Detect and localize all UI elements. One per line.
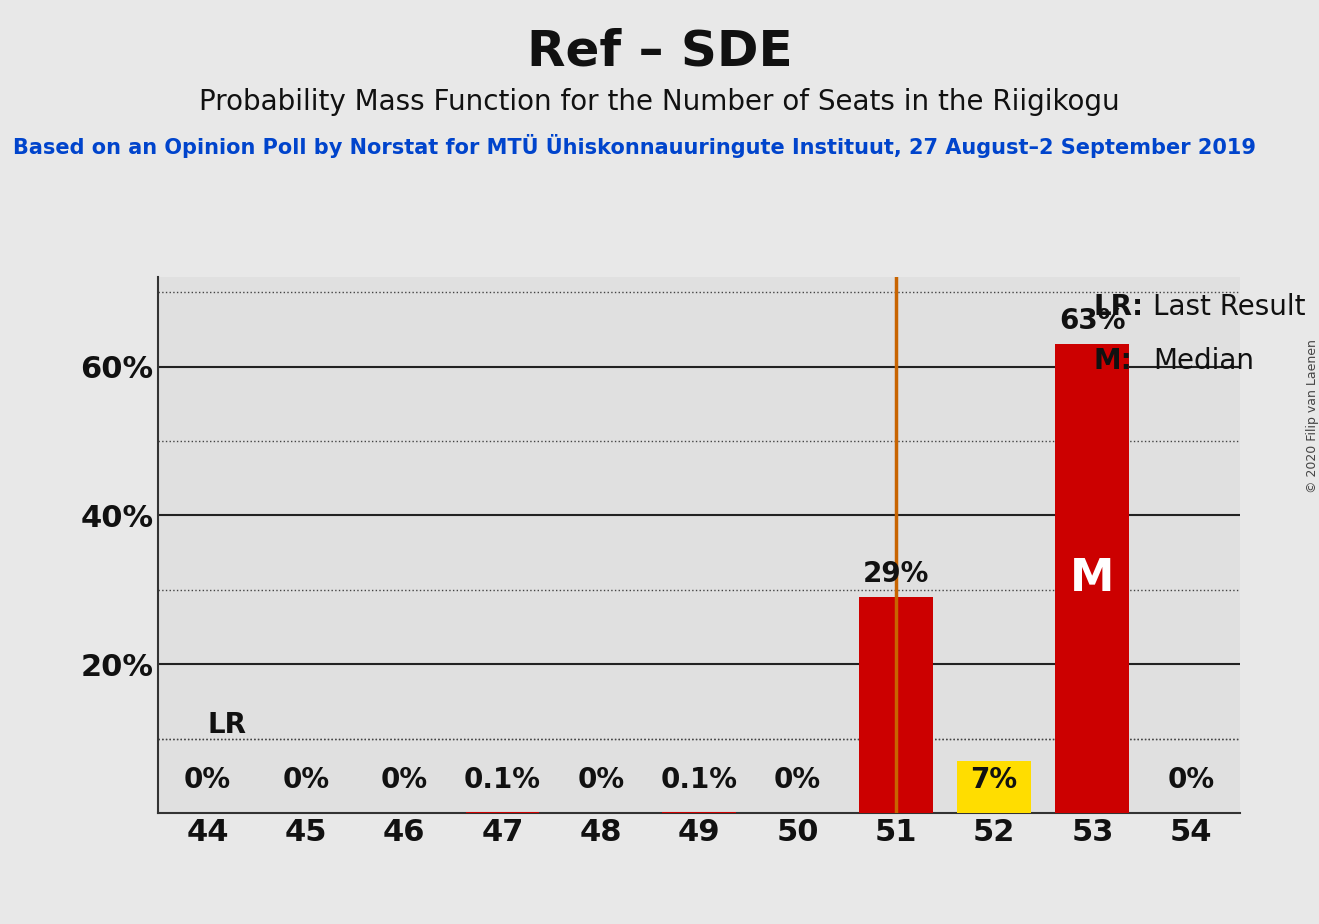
Text: M: M: [1070, 557, 1115, 601]
Text: 0%: 0%: [1167, 766, 1215, 794]
Text: 0%: 0%: [183, 766, 231, 794]
Text: 7%: 7%: [971, 766, 1018, 794]
Text: 0.1%: 0.1%: [661, 766, 737, 794]
Text: Median: Median: [1153, 346, 1254, 375]
Bar: [958, 761, 1031, 813]
Text: © 2020 Filip van Laenen: © 2020 Filip van Laenen: [1306, 339, 1319, 492]
Text: Based on an Opinion Poll by Norstat for MTÜ Ühiskonnauuringute Instituut, 27 Aug: Based on an Opinion Poll by Norstat for …: [13, 134, 1256, 158]
Text: Last Result: Last Result: [1153, 293, 1306, 322]
Text: Probability Mass Function for the Number of Seats in the Riigikogu: Probability Mass Function for the Number…: [199, 88, 1120, 116]
Text: 0.1%: 0.1%: [464, 766, 541, 794]
Text: Ref – SDE: Ref – SDE: [526, 28, 793, 76]
Text: 0%: 0%: [380, 766, 427, 794]
Text: 29%: 29%: [863, 560, 929, 589]
Text: 0%: 0%: [282, 766, 330, 794]
Text: 63%: 63%: [1059, 308, 1125, 335]
Text: 0%: 0%: [774, 766, 820, 794]
Text: 0%: 0%: [578, 766, 624, 794]
Text: LR: LR: [207, 711, 247, 739]
Text: LR:: LR:: [1093, 293, 1144, 322]
Text: M:: M:: [1093, 346, 1133, 375]
Bar: [1055, 345, 1129, 813]
Bar: [859, 597, 933, 813]
